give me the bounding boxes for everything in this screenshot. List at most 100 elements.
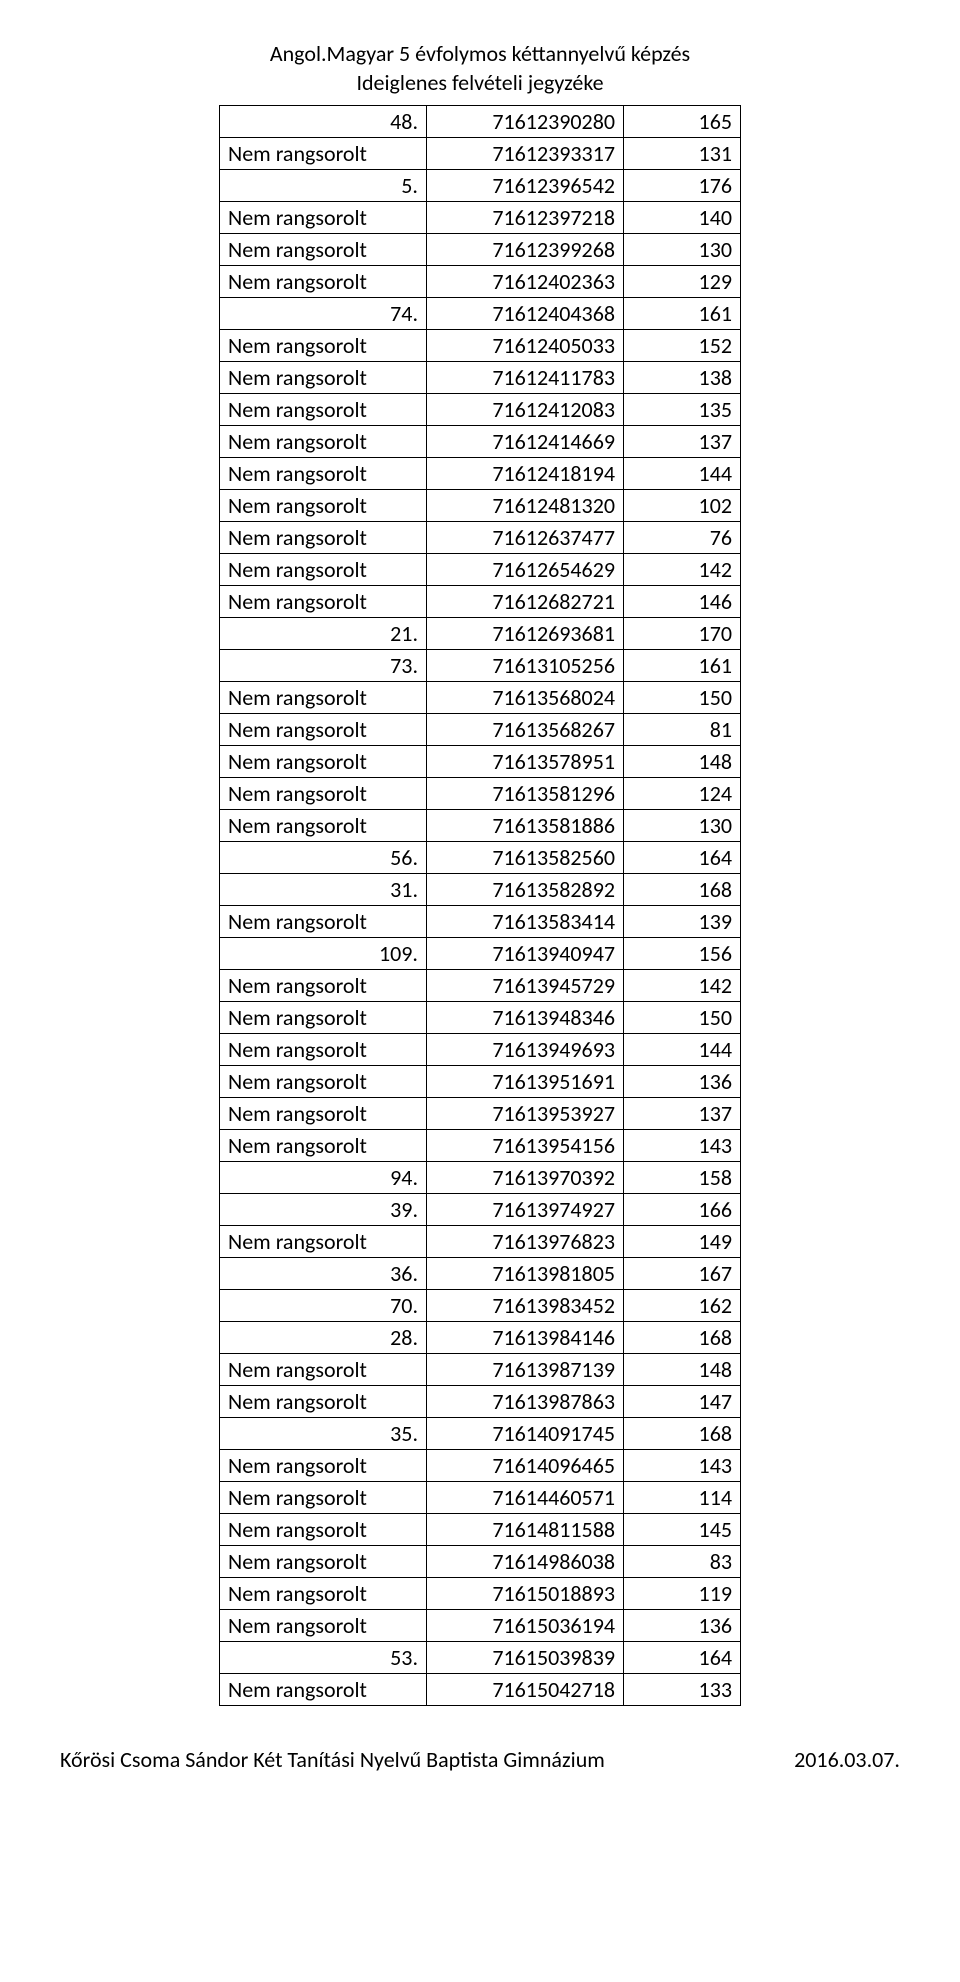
footer-right: 2016.03.07. [794, 1746, 900, 1773]
table-row: Nem rangsorolt71613568024150 [220, 682, 741, 714]
id-cell: 71612412083 [427, 394, 624, 426]
table-row: Nem rangsorolt71613583414139 [220, 906, 741, 938]
rank-cell: Nem rangsorolt [220, 1130, 427, 1162]
table-row: 56.71613582560164 [220, 842, 741, 874]
id-cell: 71615018893 [427, 1578, 624, 1610]
admission-table: 48.71612390280165Nem rangsorolt716123933… [219, 105, 741, 1706]
score-cell: 145 [624, 1514, 741, 1546]
rank-cell: Nem rangsorolt [220, 1450, 427, 1482]
table-row: 21.71612693681170 [220, 618, 741, 650]
table-row: Nem rangsorolt7161356826781 [220, 714, 741, 746]
rank-cell: Nem rangsorolt [220, 1226, 427, 1258]
rank-cell: 56. [220, 842, 427, 874]
score-cell: 162 [624, 1290, 741, 1322]
id-cell: 71612397218 [427, 202, 624, 234]
rank-cell: Nem rangsorolt [220, 586, 427, 618]
rank-cell: Nem rangsorolt [220, 1066, 427, 1098]
id-cell: 71613568267 [427, 714, 624, 746]
rank-cell: Nem rangsorolt [220, 778, 427, 810]
id-cell: 71612418194 [427, 458, 624, 490]
table-row: Nem rangsorolt71615042718133 [220, 1674, 741, 1706]
table-row: Nem rangsorolt71613953927137 [220, 1098, 741, 1130]
score-cell: 76 [624, 522, 741, 554]
table-row: Nem rangsorolt71613948346150 [220, 1002, 741, 1034]
rank-cell: 39. [220, 1194, 427, 1226]
table-row: Nem rangsorolt71612682721146 [220, 586, 741, 618]
rank-cell: 53. [220, 1642, 427, 1674]
rank-cell: 74. [220, 298, 427, 330]
header-line-1: Angol.Magyar 5 évfolymos kéttannyelvű ké… [50, 40, 910, 69]
table-row: Nem rangsorolt7161263747776 [220, 522, 741, 554]
id-cell: 71612393317 [427, 138, 624, 170]
rank-cell: Nem rangsorolt [220, 1578, 427, 1610]
id-cell: 71613984146 [427, 1322, 624, 1354]
score-cell: 168 [624, 1322, 741, 1354]
score-cell: 83 [624, 1546, 741, 1578]
rank-cell: 21. [220, 618, 427, 650]
rank-cell: Nem rangsorolt [220, 426, 427, 458]
score-cell: 168 [624, 1418, 741, 1450]
rank-cell: Nem rangsorolt [220, 810, 427, 842]
id-cell: 71613583414 [427, 906, 624, 938]
score-cell: 136 [624, 1610, 741, 1642]
score-cell: 152 [624, 330, 741, 362]
id-cell: 71612682721 [427, 586, 624, 618]
table-row: Nem rangsorolt71612418194144 [220, 458, 741, 490]
table-row: Nem rangsorolt71613976823149 [220, 1226, 741, 1258]
table-row: Nem rangsorolt71612402363129 [220, 266, 741, 298]
rank-cell: Nem rangsorolt [220, 1034, 427, 1066]
rank-cell: Nem rangsorolt [220, 266, 427, 298]
rank-cell: Nem rangsorolt [220, 522, 427, 554]
score-cell: 143 [624, 1130, 741, 1162]
table-row: 48.71612390280165 [220, 106, 741, 138]
score-cell: 119 [624, 1578, 741, 1610]
rank-cell: 5. [220, 170, 427, 202]
rank-cell: 35. [220, 1418, 427, 1450]
id-cell: 71613954156 [427, 1130, 624, 1162]
rank-cell: Nem rangsorolt [220, 330, 427, 362]
id-cell: 71612654629 [427, 554, 624, 586]
score-cell: 164 [624, 842, 741, 874]
table-row: 109.71613940947156 [220, 938, 741, 970]
score-cell: 130 [624, 810, 741, 842]
table-row: Nem rangsorolt71614096465143 [220, 1450, 741, 1482]
id-cell: 71613949693 [427, 1034, 624, 1066]
rank-cell: Nem rangsorolt [220, 1546, 427, 1578]
table-row: 35.71614091745168 [220, 1418, 741, 1450]
score-cell: 148 [624, 746, 741, 778]
score-cell: 147 [624, 1386, 741, 1418]
table-row: 74.71612404368161 [220, 298, 741, 330]
rank-cell: 36. [220, 1258, 427, 1290]
page-footer: Kőrösi Csoma Sándor Két Tanítási Nyelvű … [50, 1746, 910, 1773]
footer-left: Kőrösi Csoma Sándor Két Tanítási Nyelvű … [60, 1746, 605, 1773]
rank-cell: Nem rangsorolt [220, 394, 427, 426]
id-cell: 71613945729 [427, 970, 624, 1002]
id-cell: 71612693681 [427, 618, 624, 650]
table-row: 94.71613970392158 [220, 1162, 741, 1194]
table-row: Nem rangsorolt71613987139148 [220, 1354, 741, 1386]
id-cell: 71613970392 [427, 1162, 624, 1194]
table-row: Nem rangsorolt71615018893119 [220, 1578, 741, 1610]
rank-cell: Nem rangsorolt [220, 1386, 427, 1418]
id-cell: 71613976823 [427, 1226, 624, 1258]
table-row: Nem rangsorolt71612412083135 [220, 394, 741, 426]
score-cell: 167 [624, 1258, 741, 1290]
rank-cell: 28. [220, 1322, 427, 1354]
table-row: 28.71613984146168 [220, 1322, 741, 1354]
score-cell: 150 [624, 1002, 741, 1034]
rank-cell: Nem rangsorolt [220, 490, 427, 522]
rank-cell: Nem rangsorolt [220, 202, 427, 234]
table-row: Nem rangsorolt71612411783138 [220, 362, 741, 394]
score-cell: 161 [624, 298, 741, 330]
id-cell: 71613582560 [427, 842, 624, 874]
id-cell: 71615042718 [427, 1674, 624, 1706]
score-cell: 139 [624, 906, 741, 938]
rank-cell: Nem rangsorolt [220, 234, 427, 266]
score-cell: 137 [624, 1098, 741, 1130]
id-cell: 71612399268 [427, 234, 624, 266]
table-row: Nem rangsorolt71613945729142 [220, 970, 741, 1002]
table-row: Nem rangsorolt71612414669137 [220, 426, 741, 458]
id-cell: 71613981805 [427, 1258, 624, 1290]
id-cell: 71613987139 [427, 1354, 624, 1386]
rank-cell: Nem rangsorolt [220, 554, 427, 586]
